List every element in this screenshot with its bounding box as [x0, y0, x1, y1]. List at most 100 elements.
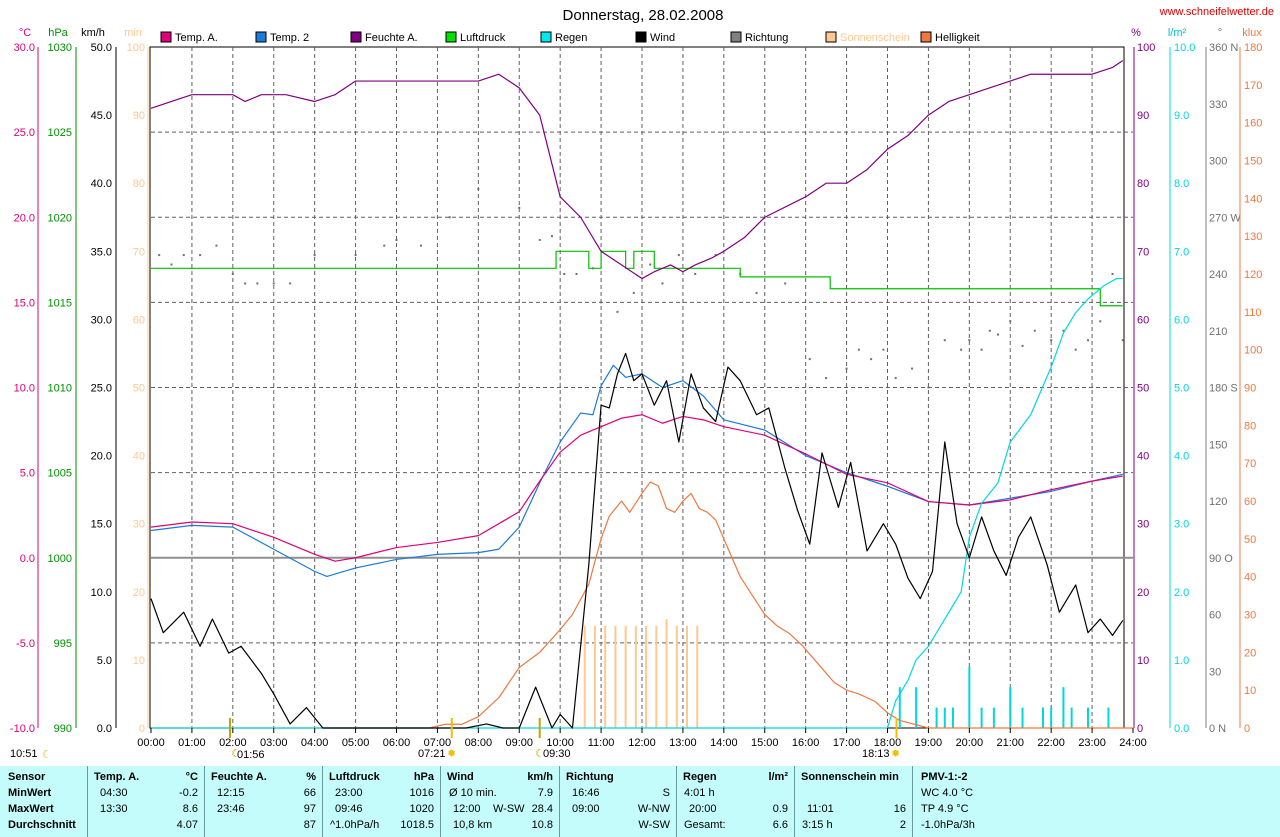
x-tick-label: 24:00	[1119, 737, 1147, 749]
direction-point	[616, 310, 619, 313]
legend-swatch-richtung	[730, 31, 742, 43]
chart-title: Donnerstag, 28.02.2008	[563, 7, 724, 24]
legend-item-regen: Regen	[540, 31, 587, 44]
rain-tick: 6.0	[1174, 314, 1189, 326]
pmv-trend: -1.0hPa/3h	[921, 819, 975, 831]
wind-max-time: 12:00	[453, 803, 481, 815]
stats-sunshine-column: Sonnenschein min 11:01 16 3:15 h 2	[795, 766, 913, 837]
direction-min-val: S	[662, 787, 670, 799]
pressure-tick: 1005	[48, 468, 72, 480]
x-tick-label: 00:00	[137, 737, 165, 749]
temp-title: Temp. A.	[94, 771, 140, 783]
legend-swatch-helligkeit	[920, 31, 932, 43]
legend-item-feuchte: Feuchte A.	[350, 31, 418, 44]
x-tick-label: 19:00	[915, 737, 943, 749]
temp-min-val: -0.2	[179, 787, 198, 799]
temp-tick: 15.0	[14, 297, 35, 309]
x-tick-label: 02:00	[219, 737, 247, 749]
light-tick: 80	[1244, 420, 1256, 432]
legend-label-helligkeit: Helligkeit	[935, 32, 980, 44]
direction-point	[354, 254, 357, 257]
temp2-line	[150, 364, 1123, 578]
direction-point	[575, 273, 578, 275]
direction-point	[182, 254, 185, 257]
humidity-tick: 80	[1137, 178, 1149, 190]
direction-tick: 270 W	[1209, 212, 1241, 224]
wind-tick: 5.0	[97, 655, 112, 667]
durchschnitt-label: Durchschnitt	[8, 819, 76, 831]
rain-tick: 4.0	[1174, 451, 1189, 463]
legend-item-luftdruck: Luftdruck	[445, 31, 506, 44]
stats-pressure-column: Luftdruck hPa 23:00 1016 09:46 1020 ^1.0…	[323, 766, 441, 837]
legend-label-richtung: Richtung	[745, 32, 788, 44]
direction-point	[927, 386, 930, 389]
rain-max-time: 20:00	[689, 803, 717, 815]
temp-tick: -10.0	[10, 723, 35, 735]
legend-item-temp-2: Temp. 2	[255, 31, 309, 44]
site-link[interactable]: www.schneifelwetter.de	[1159, 6, 1274, 18]
direction-point	[215, 244, 218, 247]
humidity-title: Feuchte A.	[211, 771, 267, 783]
light-tick: 20	[1244, 647, 1256, 659]
humidity-tick: 40	[1137, 451, 1149, 463]
pressure-tick: 1030	[48, 42, 72, 54]
light-tick: 70	[1244, 458, 1256, 470]
direction-point	[550, 235, 553, 238]
direction-point	[383, 244, 386, 247]
grid	[151, 47, 1133, 728]
rain-tick: 9.0	[1174, 110, 1189, 122]
rain-tick: 2.0	[1174, 587, 1189, 599]
direction-tick: 120	[1209, 496, 1227, 508]
x-tick-label: 08:00	[465, 737, 493, 749]
direction-point	[448, 216, 451, 219]
direction-point	[244, 282, 247, 285]
direction-tick: 90 O	[1209, 553, 1233, 565]
light-tick: 110	[1244, 307, 1262, 319]
sun-axis-unit: min	[124, 27, 142, 39]
x-tick-label: 14:00	[710, 737, 738, 749]
sunrise-label: 07:21	[418, 748, 446, 760]
legend-swatch-feuchte	[350, 31, 362, 43]
direction-tick: 330	[1209, 99, 1227, 111]
humidity-max-time: 23:46	[217, 803, 245, 815]
direction-point	[857, 348, 860, 351]
light-tick: 60	[1244, 496, 1256, 508]
humidity-tick: 0	[1137, 723, 1143, 735]
legend-item-helligkeit: Helligkeit	[920, 31, 980, 44]
pmv-windchill: WC 4.0 °C	[921, 787, 974, 799]
direction-avg: W-SW	[638, 819, 670, 831]
rain-tick: 1.0	[1174, 655, 1189, 667]
temp-max-time: 13:30	[100, 803, 128, 815]
rain-max-val: 0.9	[772, 803, 788, 815]
x-axis: 00:00 01:00 02:00 03:00 04:00 05:00 06:00 07:00…	[137, 718, 1147, 749]
pmv-dewpoint: TP 4.9 °C	[921, 803, 969, 815]
direction-point	[988, 329, 991, 332]
wind-tick: 10.0	[91, 587, 112, 599]
temp-min-time: 04:30	[100, 787, 128, 799]
marker-label-1: 01:56	[237, 749, 265, 761]
x-tick-label: 18:00	[874, 737, 902, 749]
x-tick-label: 06:00	[383, 737, 411, 749]
x-tick-label: 01:00	[178, 737, 206, 749]
temp-tick: 0.0	[20, 553, 35, 565]
x-tick-label: 03:00	[260, 737, 288, 749]
sun-tick: 40	[133, 451, 145, 463]
humidity-unit: %	[306, 771, 316, 783]
pressure-tick: 995	[54, 638, 72, 650]
stats-sensor-column: Sensor MinWert MaxWert Durchschnitt	[0, 766, 88, 837]
pressure-trend: ^1.0hPa/h	[330, 819, 380, 831]
light-tick: 40	[1244, 572, 1256, 584]
wind-avg-label: Ø 10 min.	[449, 787, 497, 799]
sun-tick: 30	[133, 519, 145, 531]
direction-point	[694, 273, 697, 275]
humidity-tick: 10	[1137, 655, 1149, 667]
direction-point	[1099, 320, 1102, 323]
direction-point	[1121, 339, 1124, 342]
sunshine-max-time: 11:01	[807, 803, 834, 815]
legend-label-regen: Regen	[555, 32, 587, 44]
x-tick-label: 16:00	[792, 737, 820, 749]
stats-pmv-column: PMV-1:-2 WC 4.0 °C TP 4.9 °C -1.0hPa/3h	[913, 766, 1279, 837]
rain-title: Regen	[683, 771, 717, 783]
light-tick: 100	[1244, 345, 1262, 357]
direction-tick: 30	[1209, 666, 1221, 678]
